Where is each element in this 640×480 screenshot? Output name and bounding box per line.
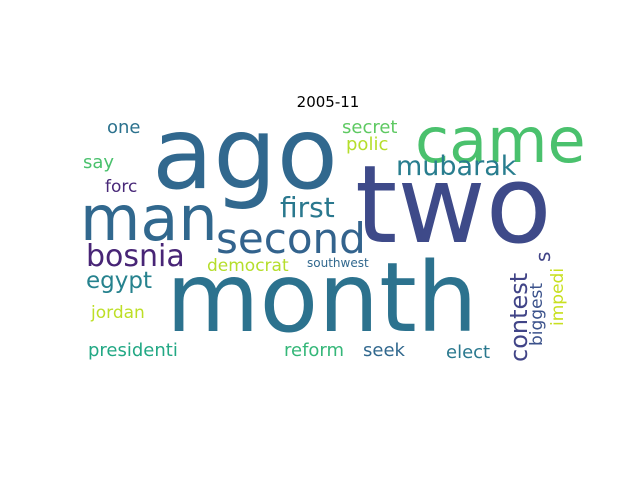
word-ago: ago	[152, 95, 338, 212]
chart-title: 2005-11	[296, 93, 360, 111]
word-bosnia: bosnia	[86, 239, 185, 274]
word-first: first	[280, 191, 335, 224]
word-second: second	[216, 214, 366, 263]
word-say: say	[83, 152, 115, 173]
word-elect: elect	[446, 342, 491, 363]
word-democrat: democrat	[207, 256, 289, 276]
word-came: came	[415, 104, 586, 177]
word-presidenti: presidenti	[88, 340, 178, 361]
word-seek: seek	[363, 340, 405, 361]
word-jordan: jordan	[91, 303, 145, 323]
word-month: month	[166, 242, 478, 354]
word-secret: secret	[342, 117, 398, 138]
word-mubarak: mubarak	[396, 151, 517, 182]
word-one: one	[107, 117, 141, 138]
word-man: man	[80, 182, 218, 255]
word-reform: reform	[284, 340, 345, 361]
word-biggest: biggest	[527, 282, 547, 346]
word-s: s	[531, 251, 555, 262]
word-forc: forc	[105, 177, 138, 197]
word-impedi: impedi	[548, 267, 568, 326]
word-polic: polic	[346, 134, 389, 155]
word-southwest: southwest	[307, 256, 369, 270]
word-egypt: egypt	[86, 268, 152, 294]
word-cloud: ago two month came man second first muba…	[80, 104, 586, 370]
word-two: two	[355, 143, 552, 268]
